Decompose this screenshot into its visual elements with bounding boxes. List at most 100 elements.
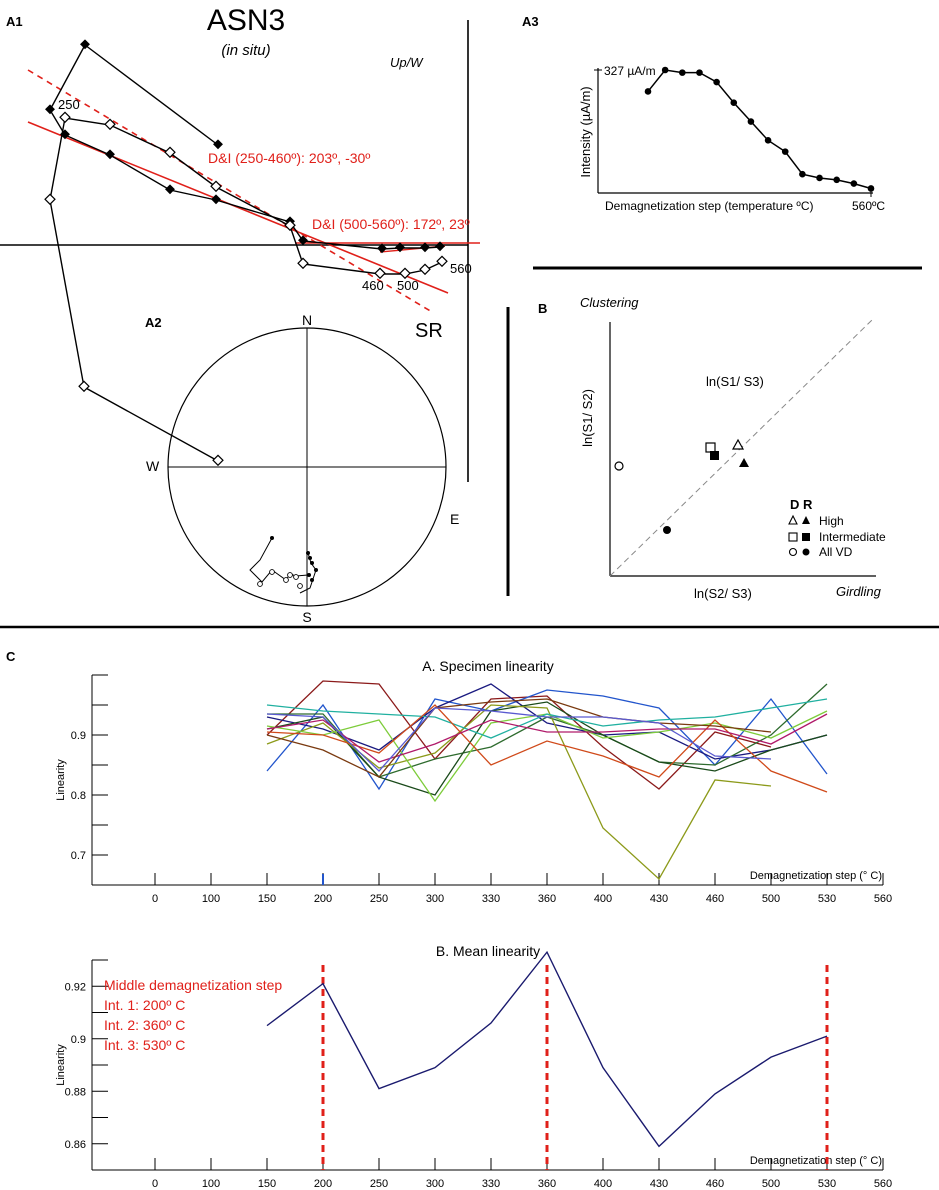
- a1-horizontal-projection-tail: [84, 44, 219, 146]
- mean-x-tick-label: 100: [202, 1178, 220, 1190]
- b-legend-all-filled: [802, 548, 810, 556]
- a3-point: [679, 69, 686, 76]
- specimen-x-tick-label: 500: [762, 893, 780, 905]
- b-point-all-vd-r: [663, 526, 671, 534]
- specimen-x-tick-label: 400: [594, 893, 612, 905]
- a1-step-250: 250: [58, 97, 80, 112]
- b-point-all-vd-d: [614, 461, 624, 471]
- b-point-high-d: [731, 438, 745, 450]
- c-charts: 0.7 0.8 0.9 0 100 150 200 250 300 330 360 400 430 460…: [55, 658, 892, 1190]
- mean-y-tick-label: 0.88: [65, 1086, 86, 1098]
- a3-point: [747, 118, 755, 125]
- b-legend-int-filled: [802, 533, 810, 541]
- a1-subtitle: (in situ): [221, 42, 270, 59]
- specimen-x-label: Demagnetization step (° C): [750, 870, 882, 882]
- specimen-series-line-6: [266, 704, 772, 881]
- specimen-x-tick-label: 530: [818, 893, 836, 905]
- a3-max-label: 327 µA/m: [604, 64, 656, 78]
- mean-x-label: Demagnetization step (° C): [750, 1155, 882, 1167]
- a2-open-points: [257, 569, 303, 589]
- panel-a1-label: A1: [6, 14, 23, 29]
- a1-sr-label: SR: [415, 320, 443, 342]
- specimen-series-line-5: [266, 701, 828, 796]
- a3-point: [867, 185, 875, 192]
- a3-point: [781, 148, 789, 155]
- mean-x-tick-label: 150: [258, 1178, 276, 1190]
- a2-east-label: E: [450, 511, 459, 527]
- a2-north-label: N: [302, 312, 312, 328]
- a3-point: [816, 174, 823, 182]
- specimen-x-tick-label: 460: [706, 893, 724, 905]
- b-legend-intermediate: Intermediate: [819, 530, 886, 544]
- a3-intensity-line: [647, 69, 872, 190]
- a1-open-points: [44, 111, 448, 467]
- a3-point: [696, 69, 703, 76]
- a3-point: [833, 176, 840, 184]
- specimen-series-line-1: [266, 680, 772, 790]
- a1-fit-line-1: [27, 121, 449, 294]
- specimen-series-line-3: [266, 683, 828, 760]
- specimen-series-line-7: [266, 710, 828, 803]
- a3-point: [799, 170, 806, 178]
- specimen-series-line-8: [266, 698, 828, 739]
- panel-c-label: C: [6, 649, 16, 664]
- specimen-y-tick-label: 0.8: [71, 790, 86, 802]
- mean-y-tick-label: 0.92: [65, 981, 86, 993]
- a2-south-label: S: [302, 609, 311, 625]
- a1-step-560: 560: [450, 261, 472, 276]
- panel-a2-label: A2: [145, 315, 162, 330]
- mean-annotation-2: Int. 2: 360º C: [104, 1017, 185, 1033]
- mean-y-label: Linearity: [55, 1044, 67, 1086]
- a3-y-label: Intensity (µA/m): [578, 86, 593, 177]
- mean-linearity-line: [266, 950, 828, 1148]
- specimen-series-line-12: [266, 707, 772, 772]
- specimen-series-line-2: [266, 689, 828, 791]
- mean-title: B. Mean linearity: [436, 943, 540, 959]
- a1-step-500: 500: [397, 278, 419, 293]
- a1-step-460: 460: [362, 278, 384, 293]
- mean-x-tick-label: 560: [874, 1178, 892, 1190]
- specimen-y-tick-label: 0.7: [71, 850, 86, 862]
- specimen-series-line-10: [266, 713, 828, 763]
- mean-x-tick-label: 400: [594, 1178, 612, 1190]
- panel-b-label: B: [538, 301, 547, 316]
- mean-x-tick-label: 300: [426, 1178, 444, 1190]
- a3-point: [850, 180, 858, 187]
- b-legend-int-open: [788, 532, 798, 542]
- mean-x-tick-label: 360: [538, 1178, 556, 1190]
- a3-point: [644, 88, 652, 95]
- specimen-y-label: Linearity: [55, 759, 67, 801]
- a1-fit1-label: D&I (250-460º): 203º, -30º: [208, 150, 370, 166]
- b-point-intermediate-r: [710, 451, 719, 460]
- a3-point: [713, 78, 720, 86]
- a3-intensity-plot: [644, 66, 875, 192]
- b-girdling-label: Girdling: [836, 584, 882, 599]
- a1-axis-label: Up/W: [390, 55, 424, 70]
- b-legend-all-open: [788, 547, 798, 557]
- a3-x-label: Demagnetization step (temperature ºC): [605, 199, 813, 213]
- a1-filled-points: [45, 39, 445, 254]
- mean-x-tick-label: 500: [762, 1178, 780, 1190]
- b-legend-high-filled: [802, 516, 810, 524]
- specimen-x-tick-label: 360: [538, 893, 556, 905]
- specimen-x-tick-label: 150: [258, 893, 276, 905]
- mean-x-tick-label: 200: [314, 1178, 332, 1190]
- specimen-x-tick-label: 300: [426, 893, 444, 905]
- a1-title: ASN3: [207, 4, 285, 37]
- a2-path-open: [249, 537, 309, 583]
- specimen-x-tick-label: 100: [202, 893, 220, 905]
- b-y-label: ln(S1/ S2): [580, 389, 595, 447]
- mean-x-tick-label: 250: [370, 1178, 388, 1190]
- mean-annotation-title: Middle demagnetization step: [104, 977, 282, 993]
- b-legend-high: High: [819, 514, 844, 528]
- specimen-x-tick-label: 430: [650, 893, 668, 905]
- a3-point: [764, 137, 772, 144]
- specimen-x-tick-label: 250: [370, 893, 388, 905]
- b-diag-label: ln(S1/ S3): [706, 374, 764, 389]
- mean-x-tick-label: 530: [818, 1178, 836, 1190]
- b-x-label: ln(S2/ S3): [694, 586, 752, 601]
- mean-y-tick-label: 0.9: [71, 1034, 86, 1046]
- a3-end-label: 560ºC: [852, 199, 885, 213]
- specimen-title: A. Specimen linearity: [422, 658, 554, 674]
- mean-x-tick-label: 330: [482, 1178, 500, 1190]
